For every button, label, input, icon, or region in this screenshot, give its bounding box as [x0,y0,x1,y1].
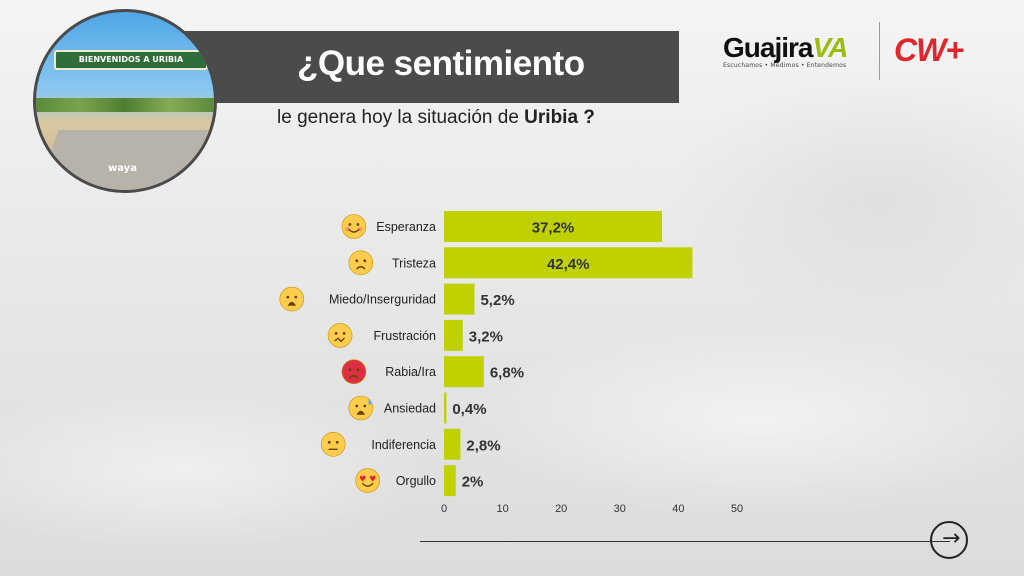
x-tick-label: 20 [555,503,567,515]
category-label: Ansiedad [384,402,436,416]
neutral-face-icon [320,431,346,457]
confounded-face-icon [327,323,353,348]
heart-eyes-face-icon: ♥ ♥ [355,468,381,493]
x-tick-label: 30 [614,503,626,515]
bar [444,356,484,388]
category-label: Miedo/Inserguridad [329,293,436,307]
bar [444,247,693,279]
data-label: 6,8% [490,365,524,382]
x-tick-label: 40 [672,503,684,515]
smiling-face-icon [341,214,367,239]
bar [444,465,456,497]
photo-watermark: waya [108,163,137,174]
anxious-face-icon [348,395,374,421]
svg-text:♥: ♥ [359,475,366,484]
guajira-logo-suffix: VA [812,32,848,63]
guajira-va-logo: GuajiraVA Escuchamos • Medimos • Entende… [723,32,848,69]
data-label: 5,2% [480,292,514,309]
bar [444,392,447,424]
category-label: Frustración [373,329,436,343]
welcome-sign: BIENVENIDOS A URIBIA [54,50,208,70]
title-bar [170,31,679,103]
data-label: 42,4% [547,256,590,273]
category-label: Orgullo [396,474,436,488]
bar [444,319,463,351]
angry-face-icon [341,359,367,385]
data-label: 37,2% [532,220,575,237]
arrow-right-icon[interactable]: → [942,526,961,551]
logo-divider [879,22,880,80]
next-button[interactable] [930,521,968,559]
bar [444,428,461,460]
cw-plus-logo: CW+ [894,32,964,68]
x-tick-label: 10 [496,503,508,515]
uribia-photo: BIENVENIDOS A URIBIA waya [33,9,217,193]
x-tick-label: 0 [441,503,447,515]
category-label: Esperanza [376,220,436,234]
footer-line [420,541,950,542]
bar [444,283,475,315]
page-subtitle: le genera hoy la situación de Uribia ? [277,107,595,129]
data-label: 3,2% [469,328,503,345]
svg-text:♥: ♥ [369,475,376,484]
pensive-face-icon [348,250,374,276]
guajira-logo-name: Guajira [723,32,813,63]
x-tick-label: 50 [731,503,743,515]
guajira-logo-tagline: Escuchamos • Medimos • Entendemos [723,62,847,69]
data-label: 2% [462,474,484,491]
category-label: Tristeza [392,256,436,270]
subtitle-emphasis: Uribia ? [524,107,595,128]
bar [444,211,662,242]
photo-trees [36,98,214,112]
subtitle-text: le genera hoy la situación de [277,107,519,128]
worried-face-icon [279,286,305,312]
data-label: 0,4% [452,401,486,418]
guajira-logo-wordmark: GuajiraVA [723,32,848,64]
data-label: 2,8% [466,437,500,454]
page-title: ¿Que sentimiento [297,44,585,83]
category-label: Indiferencia [371,438,436,452]
category-label: Rabia/Ira [385,365,436,379]
photo-road [36,130,214,190]
